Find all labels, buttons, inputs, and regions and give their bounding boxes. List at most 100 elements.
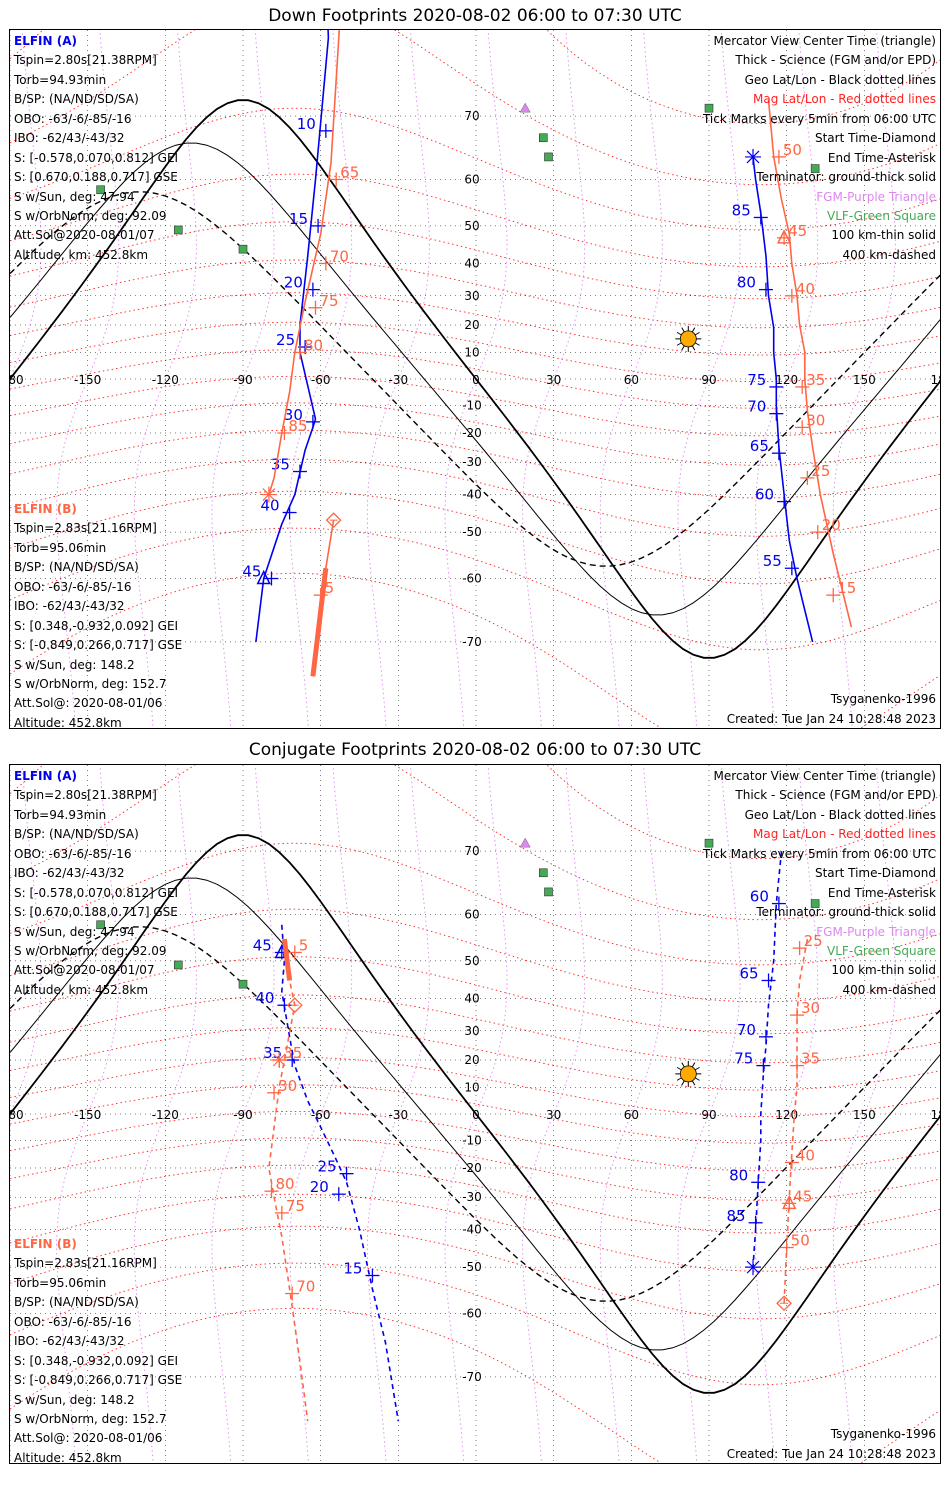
tick-label: 20 — [822, 516, 841, 534]
lat-tick-label: 60 — [464, 172, 479, 186]
tick-label: 75 — [319, 292, 338, 310]
info-line: Tspin=2.83s[21.16RPM] — [14, 1256, 157, 1271]
legend-entry: 400 km-dashed — [842, 247, 936, 262]
legend-entry: 100 km-thin solid — [831, 228, 936, 243]
mag-lat-line — [10, 292, 940, 356]
tick-label: 30 — [801, 999, 820, 1017]
info-line: S w/Sun, deg: 148.2 — [14, 657, 135, 672]
info-line: Torb=94.93min — [14, 72, 107, 87]
lon-tick-label: 150 — [853, 1108, 876, 1122]
tick-label: 80 — [304, 336, 323, 354]
tick-label: 40 — [796, 280, 815, 298]
lon-tick-label: 90 — [701, 1108, 716, 1122]
start-diamond-icon — [325, 512, 342, 529]
lon-tick-label: -150 — [74, 1108, 101, 1122]
tick-label: 25 — [804, 932, 823, 950]
info-line: Altitude: 452.8km — [14, 1450, 122, 1464]
info-line: S: [-0.849,0.266,0.717] GSE — [14, 638, 183, 653]
info-line: OBO: -63/-6/-85/-16 — [14, 111, 132, 126]
vlf-square-icon — [173, 960, 183, 970]
info-line: S: [0.670,0.188,0.717] GSE — [14, 170, 178, 185]
info-line: Altitude, km: 452.8km — [14, 982, 149, 997]
tick-label: 45 — [253, 936, 272, 954]
info-line: S: [0.348,-0.932,0.092] GEI — [14, 1353, 179, 1368]
legend-entry: Thick - Science (FGM and/or EPD) — [735, 53, 936, 68]
lon-tick-label: 60 — [624, 1108, 639, 1122]
tick-label: 70 — [330, 247, 349, 265]
lon-tick-label: 180 — [931, 1108, 941, 1122]
center-triangle-icon — [782, 1194, 797, 1210]
lat-tick-label: -60 — [462, 572, 482, 586]
elfin-a-info: ELFIN (A) Tspin=2.80s[21.38RPM] Torb=94.… — [14, 767, 178, 1000]
tick-label: 5 — [299, 936, 309, 954]
legend-entry: Mercator View Center Time (triangle) — [713, 34, 936, 48]
legend-entry: FGM-Purple Triangle — [816, 924, 936, 939]
tick-label: 70 — [737, 1021, 756, 1039]
lat-tick-label: -20 — [462, 426, 482, 440]
mag-lon-line — [677, 30, 741, 728]
lon-tick-label: -120 — [152, 373, 179, 387]
panel-title-conjugate: Conjugate Footprints 2020-08-02 06:00 to… — [248, 740, 702, 760]
footprint-track — [752, 156, 814, 643]
mag-lon-line — [755, 30, 819, 728]
end-asterisk-icon — [746, 1260, 760, 1274]
mag-lat-line — [10, 908, 940, 1003]
footprint-track — [268, 939, 309, 1422]
lat-tick-label: -20 — [462, 1161, 482, 1175]
center-triangle-icon — [256, 569, 271, 585]
lat-tick-label: 10 — [464, 1080, 479, 1094]
legend-entry: Mag Lat/Lon - Red dotted lines — [752, 92, 936, 107]
lon-tick-label: -90 — [233, 373, 253, 387]
tick-label: 75 — [747, 371, 766, 389]
mag-lat-line — [10, 402, 940, 466]
start-diamond-icon — [286, 997, 303, 1014]
conjugate-footprints-panel: -180 -150 -120 -90 -60 -30 0 30 60 90 120 150 180 70 6… — [9, 764, 941, 1464]
legend-entry: Terminator: ground-thick solid — [756, 905, 936, 920]
tick-label: 50 — [783, 141, 802, 159]
footprint-track — [767, 99, 853, 628]
vlf-square-icon — [238, 979, 248, 989]
footprint-track — [268, 30, 340, 495]
lon-tick-label: -120 — [152, 1108, 179, 1122]
legend-entry: VLF-Green Square — [827, 943, 936, 958]
tick-label: 5 — [325, 579, 335, 597]
lon-tick-label: -180 — [10, 1108, 24, 1122]
lat-tick-label: 50 — [464, 954, 479, 968]
lon-tick-label: -30 — [389, 373, 409, 387]
lat-tick-label: 20 — [464, 318, 479, 332]
legend-entry: Start Time-Diamond — [814, 866, 936, 881]
info-line: Att.Sol@2020-08-01/07 — [14, 963, 155, 978]
vlf-square-icon — [704, 838, 714, 848]
tick-label: 75 — [286, 1197, 305, 1215]
lat-tick-label: -60 — [462, 1307, 482, 1321]
legend-entry: FGM-Purple Triangle — [816, 189, 936, 204]
tick-label: 25 — [811, 462, 830, 480]
tick-label: 30 — [806, 411, 825, 429]
mag-lat-line — [10, 1027, 940, 1091]
tick-label: 15 — [343, 1260, 362, 1278]
info-line: B/SP: (NA/ND/SD/SA) — [14, 560, 139, 575]
tick-label: 15 — [837, 579, 856, 597]
lat-tick-label: -10 — [462, 399, 482, 413]
fgm-triangle-icon — [519, 102, 531, 113]
tick-label: 30 — [278, 1077, 297, 1095]
info-line: S w/Sun, deg: 47.94 — [14, 924, 135, 939]
tick-label: 65 — [340, 163, 359, 181]
tick-label: 40 — [255, 989, 274, 1007]
legend-entry: Tick Marks every 5min from 06:00 UTC — [702, 846, 936, 861]
vlf-square-icon — [96, 920, 105, 930]
info-line: S: [0.348,-0.932,0.092] GEI — [14, 618, 179, 633]
lon-tick-label: -150 — [74, 373, 101, 387]
mag-lon-line — [599, 30, 663, 728]
tick-label: 10 — [297, 115, 316, 133]
lat-tick-label: -30 — [462, 1190, 482, 1204]
lat-tick-label: 70 — [464, 844, 479, 858]
vlf-square-icon — [238, 244, 248, 254]
mag-lon-line — [56, 30, 120, 728]
lat-tick-label: 20 — [464, 1053, 479, 1067]
vlf-square-icon — [173, 225, 183, 235]
legend: Mercator View Center Time (triangle) Thi… — [703, 32, 936, 265]
lat-tick-label: -70 — [462, 635, 482, 649]
tick-label: 70 — [296, 1278, 315, 1296]
down-footprints-map: -180 -150 -120 -90 -60 -30 0 30 60 90 120 150 180 70 6… — [10, 30, 940, 728]
